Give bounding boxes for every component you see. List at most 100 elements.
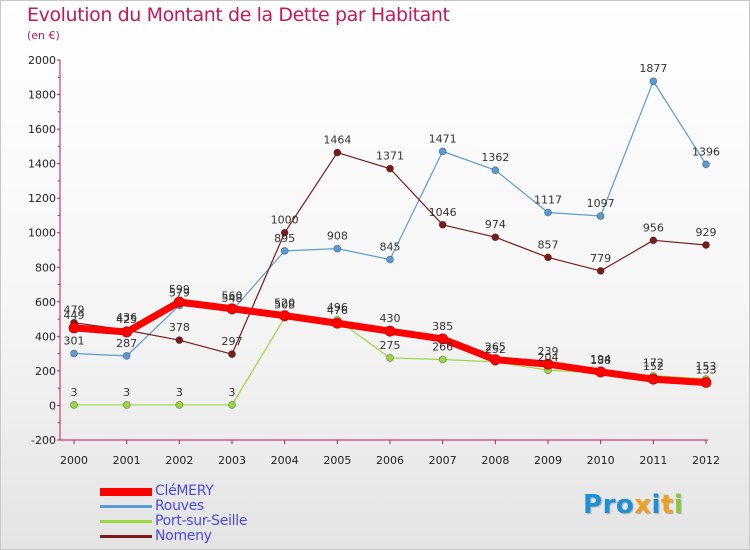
data-point-rouves [491, 166, 500, 175]
y-tick-label: 600 [35, 296, 56, 309]
data-point-rouves [649, 77, 658, 86]
data-point-cl-mery [173, 296, 185, 308]
data-label-nomeny: 857 [538, 238, 559, 251]
logo-letter: x [634, 490, 652, 520]
data-label-nomeny: 1371 [376, 150, 404, 163]
y-tick-label: 0 [49, 399, 56, 412]
data-label-rouves: 579 [169, 286, 190, 299]
data-point-cl-mery [68, 322, 80, 334]
data-point-cl-mery [331, 317, 343, 329]
legend-swatch [100, 535, 152, 538]
data-point-port-sur-seille [438, 355, 447, 364]
data-label-port-sur-seille: 266 [432, 341, 453, 354]
logo-letter: i [651, 490, 661, 520]
data-point-port-sur-seille [175, 401, 184, 409]
data-point-port-sur-seille [122, 401, 131, 409]
data-label-nomeny: 956 [643, 221, 664, 234]
data-label-port-sur-seille: 3 [176, 386, 183, 399]
data-label-rouves: 301 [64, 334, 85, 347]
legend-swatch [100, 520, 152, 523]
data-point-nomeny [649, 236, 658, 245]
x-tick-label: 2010 [587, 454, 615, 467]
legend-swatch [100, 505, 152, 508]
data-point-cl-mery [595, 366, 607, 378]
data-label-nomeny: 779 [590, 252, 611, 265]
data-label-rouves: 287 [116, 337, 137, 350]
data-label-nomeny: 974 [485, 218, 506, 231]
data-label-cl-mery: 449 [64, 309, 85, 322]
data-label-rouves: 1396 [692, 145, 720, 158]
legend-label: Rouves [155, 498, 204, 514]
data-point-nomeny [386, 164, 394, 173]
data-label-port-sur-seille: 508 [274, 299, 295, 312]
data-point-rouves [438, 147, 447, 156]
y-tick-label: 1600 [28, 123, 56, 136]
data-point-cl-mery [279, 310, 291, 322]
data-label-port-sur-seille: 3 [123, 386, 130, 399]
data-point-nomeny [175, 336, 184, 345]
logo-letter: r [602, 490, 616, 520]
data-label-nomeny: 1046 [429, 206, 457, 219]
data-label-port-sur-seille: 188 [590, 354, 611, 367]
data-point-cl-mery [121, 326, 133, 338]
data-label-rouves: 1471 [429, 132, 457, 145]
legend-label: Nomeny [155, 528, 212, 544]
chart-subtitle: (en €) [27, 29, 60, 42]
data-label-cl-mery: 385 [432, 320, 453, 333]
x-tick-label: 2003 [218, 454, 246, 467]
data-label-port-sur-seille: 3 [229, 386, 236, 399]
data-label-rouves: 1362 [481, 151, 509, 164]
data-point-nomeny [702, 241, 710, 249]
data-label-rouves: 1097 [587, 197, 615, 210]
data-point-cl-mery [647, 373, 659, 385]
y-tick-label: 1200 [28, 192, 56, 205]
data-point-cl-mery [700, 377, 712, 388]
y-tick-label: 1000 [28, 227, 56, 240]
legend-swatch [100, 488, 152, 496]
data-label-port-sur-seille: 153 [696, 360, 717, 373]
data-label-cl-mery: 476 [327, 304, 348, 317]
data-label-cl-mery: 239 [538, 345, 559, 358]
x-tick-label: 2001 [113, 454, 141, 467]
proxiti-logo: Proxiti [583, 490, 683, 520]
data-label-nomeny: 1000 [271, 214, 299, 227]
data-label-nomeny: 479 [64, 304, 85, 317]
data-label-nomeny: 378 [169, 321, 190, 334]
data-label-port-sur-seille: 172 [643, 357, 664, 370]
data-label-cl-mery: 520 [274, 297, 295, 310]
data-point-nomeny [438, 220, 447, 229]
data-point-port-sur-seille [228, 401, 236, 409]
legend-label: Port-sur-Seille [155, 513, 248, 529]
data-label-cl-mery: 194 [590, 353, 611, 366]
data-label-cl-mery: 599 [169, 283, 190, 296]
data-point-cl-mery [226, 303, 238, 315]
data-point-rouves [333, 244, 342, 253]
data-label-port-sur-seille: 204 [538, 351, 559, 364]
data-label-cl-mery: 560 [222, 290, 243, 303]
data-point-rouves [596, 212, 605, 220]
y-tick-label: 1400 [28, 158, 56, 171]
data-point-port-sur-seille [70, 401, 78, 409]
data-label-rouves: 845 [380, 241, 401, 254]
x-tick-label: 2008 [481, 454, 509, 467]
data-label-rouves: 895 [274, 232, 295, 245]
x-tick-label: 2002 [165, 454, 193, 467]
x-tick-label: 2012 [692, 454, 720, 467]
data-label-port-sur-seille: 275 [380, 339, 401, 352]
logo-letter: P [583, 490, 603, 520]
data-point-rouves [544, 208, 552, 217]
data-point-nomeny [228, 350, 236, 359]
x-tick-label: 2005 [323, 454, 351, 467]
data-label-rouves: 1117 [534, 194, 562, 207]
data-label-cl-mery: 133 [696, 363, 717, 376]
data-point-nomeny [280, 228, 289, 237]
x-tick-label: 2000 [60, 454, 88, 467]
data-point-cl-mery [542, 358, 554, 370]
data-point-cl-mery [384, 325, 396, 337]
logo-letter: o [615, 490, 635, 520]
logo-letter: i [673, 490, 684, 520]
data-point-nomeny [544, 253, 552, 262]
legend-label: CléMERY [155, 483, 214, 499]
data-point-port-sur-seille [386, 354, 394, 362]
x-tick-label: 2007 [429, 454, 457, 467]
